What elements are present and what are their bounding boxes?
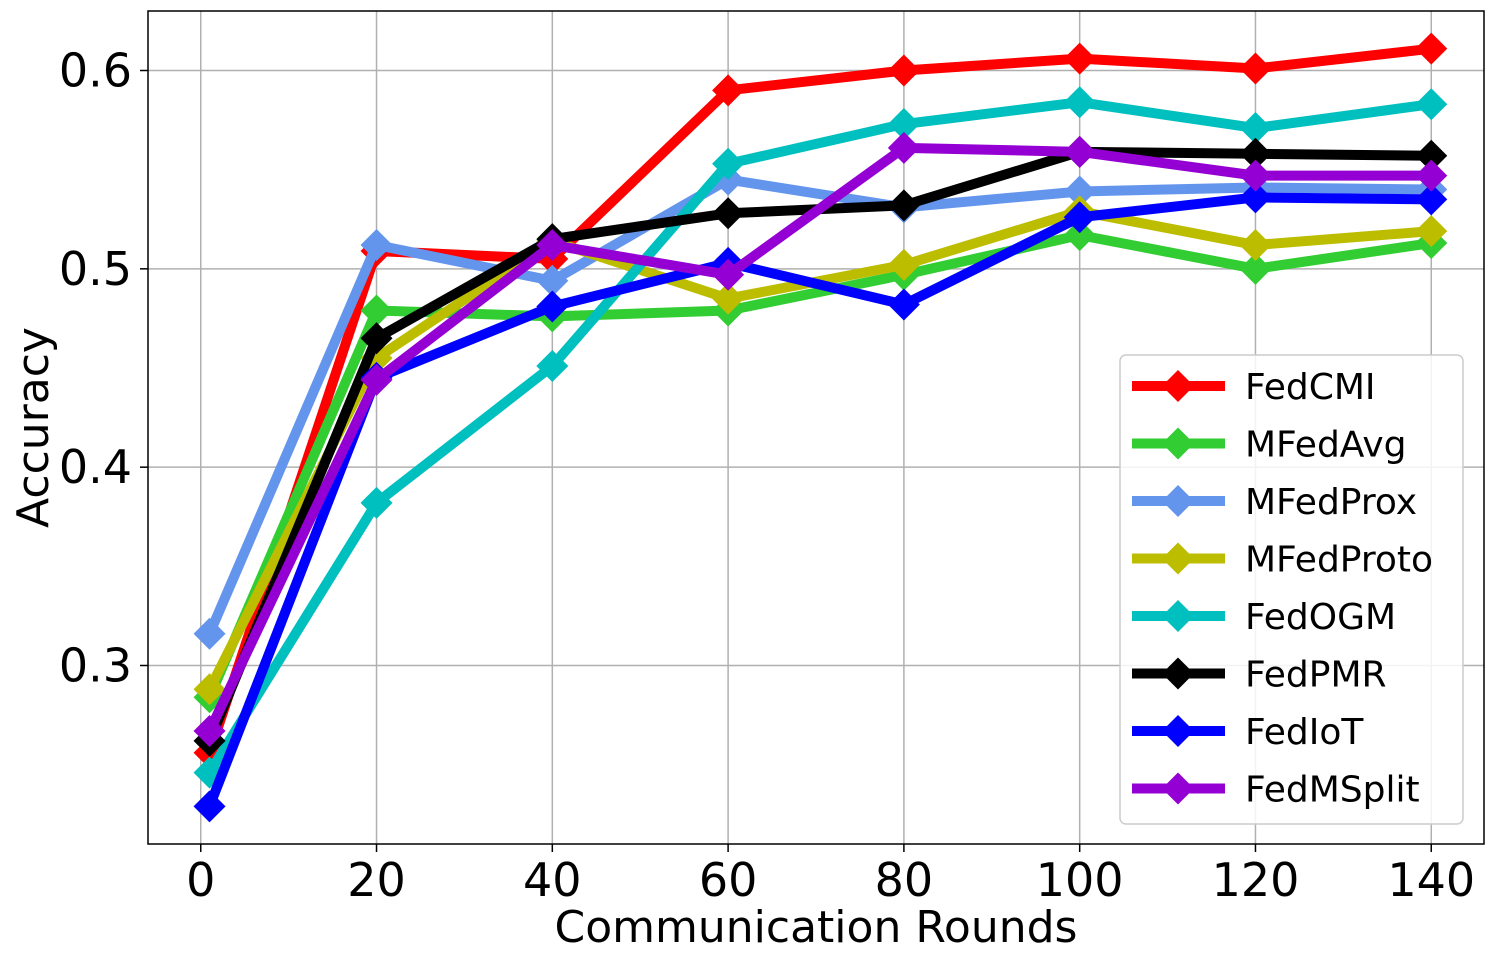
- data-point-mfedproto: [887, 248, 920, 281]
- data-point-fedogm: [536, 350, 569, 383]
- data-point-fedogm: [887, 108, 920, 141]
- legend-item-fedmsplit: FedMSplit: [1132, 770, 1420, 811]
- legend-label: FedIoT: [1245, 712, 1364, 753]
- x-tick-label: 0: [186, 853, 215, 907]
- data-point-mfedprox: [360, 229, 393, 262]
- x-tick-label: 60: [699, 853, 758, 907]
- data-point-fedpmr: [360, 322, 393, 355]
- legend-label: FedMSplit: [1245, 770, 1420, 811]
- data-point-fediot: [1239, 181, 1272, 214]
- y-axis-label: Accuracy: [8, 327, 59, 528]
- data-point-fediot: [193, 790, 226, 823]
- legend-marker: [1162, 657, 1194, 690]
- series-line-mfedprox: [204, 174, 1437, 639]
- legend-item-fedogm: FedOGM: [1132, 597, 1396, 638]
- legend-item-fedpmr: FedPMR: [1132, 655, 1387, 696]
- x-tick-label: 140: [1387, 853, 1475, 907]
- data-point-fedmsplit: [1239, 159, 1272, 192]
- plot-frame: [147, 10, 1485, 845]
- legend-marker: [1162, 542, 1194, 575]
- data-point-fedcmi: [887, 54, 920, 87]
- series-line-fedogm: [204, 97, 1437, 778]
- y-tick-label: 0.5: [59, 242, 132, 296]
- data-point-fedmsplit: [193, 714, 226, 747]
- data-point-fediot: [1063, 201, 1096, 234]
- legend-frame: [1119, 354, 1464, 825]
- data-point-mfedproto: [1415, 215, 1448, 248]
- data-point-fedmsplit: [887, 131, 920, 164]
- data-point-mfedavg: [360, 294, 393, 327]
- legend-item-mfedproto: MFedProto: [1132, 540, 1433, 581]
- series-line-fediot: [204, 192, 1437, 812]
- x-axis-label: Communication Rounds: [555, 902, 1078, 953]
- legend-marker: [1162, 600, 1194, 632]
- series-line-fedmsplit: [204, 142, 1437, 736]
- x-tick-label: 20: [347, 853, 406, 907]
- legend-marker: [1162, 715, 1194, 747]
- series-fedmsplit: [193, 131, 1448, 747]
- data-point-fedpmr: [887, 189, 920, 222]
- data-point-fedmsplit: [712, 258, 745, 291]
- legend-label: FedPMR: [1245, 655, 1387, 696]
- data-point-mfedprox: [193, 617, 226, 650]
- data-point-fediot: [536, 290, 569, 323]
- data-point-fedogm: [712, 147, 745, 180]
- data-series: [193, 32, 1448, 823]
- data-point-fedpmr: [1239, 137, 1272, 170]
- series-line-mfedavg: [204, 230, 1437, 703]
- y-tick-label: 0.3: [59, 639, 132, 693]
- data-point-mfedavg: [1063, 219, 1096, 252]
- data-point-mfedavg: [1239, 252, 1272, 285]
- data-point-fedogm: [1415, 88, 1448, 121]
- series-fedogm: [193, 86, 1448, 789]
- legend-marker: [1162, 485, 1194, 517]
- legend: FedCMI MFedAvg MFedProx MFedProto FedOGM FedP…: [1119, 354, 1464, 825]
- legend-label: FedCMI: [1245, 367, 1376, 408]
- data-point-fedmsplit: [1063, 135, 1096, 168]
- x-tick-label: 100: [1036, 853, 1124, 907]
- data-point-mfedprox: [1063, 175, 1096, 208]
- y-tick-label: 0.6: [59, 44, 132, 98]
- data-point-fedcmi: [712, 74, 745, 107]
- data-point-fedogm: [1239, 112, 1272, 145]
- data-point-fedmsplit: [360, 363, 393, 396]
- legend-item-mfedprox: MFedProx: [1132, 482, 1417, 523]
- data-point-fedcmi: [1239, 52, 1272, 85]
- data-point-mfedproto: [712, 282, 745, 315]
- x-tick-label: 40: [523, 853, 582, 907]
- data-point-fedpmr: [1415, 139, 1448, 172]
- data-point-fedcmi: [1415, 32, 1448, 65]
- legend-label: MFedProx: [1245, 482, 1417, 523]
- legend-marker: [1162, 427, 1194, 460]
- data-point-fedcmi: [1063, 42, 1096, 75]
- data-point-fedogm: [1063, 86, 1096, 119]
- data-point-fedpmr: [712, 197, 745, 230]
- data-point-mfedprox: [536, 264, 569, 297]
- legend-marker: [1162, 370, 1194, 402]
- legend-item-mfedavg: MFedAvg: [1132, 425, 1406, 466]
- data-point-fedmsplit: [1415, 159, 1448, 192]
- x-tick-label: 120: [1212, 853, 1300, 907]
- legend-label: FedOGM: [1245, 597, 1396, 638]
- legend-label: MFedAvg: [1245, 425, 1406, 466]
- x-tick-label: 80: [875, 853, 934, 907]
- data-point-fediot: [887, 288, 920, 321]
- data-point-fedmsplit: [536, 229, 569, 262]
- data-point-mfedproto: [1239, 229, 1272, 262]
- legend-item-fedcmi: FedCMI: [1132, 367, 1376, 408]
- data-point-fedogm: [360, 486, 393, 519]
- axis-ticks: 0 20 40 60 80 100 120 140 0.3 0.4 0.5 0.6: [59, 44, 1475, 908]
- data-point-fediot: [1415, 183, 1448, 216]
- y-tick-label: 0.4: [59, 440, 132, 494]
- legend-item-fediot: FedIoT: [1132, 712, 1364, 753]
- data-point-mfedproto: [193, 673, 226, 706]
- legend-label: MFedProto: [1245, 540, 1433, 581]
- legend-marker: [1162, 772, 1194, 805]
